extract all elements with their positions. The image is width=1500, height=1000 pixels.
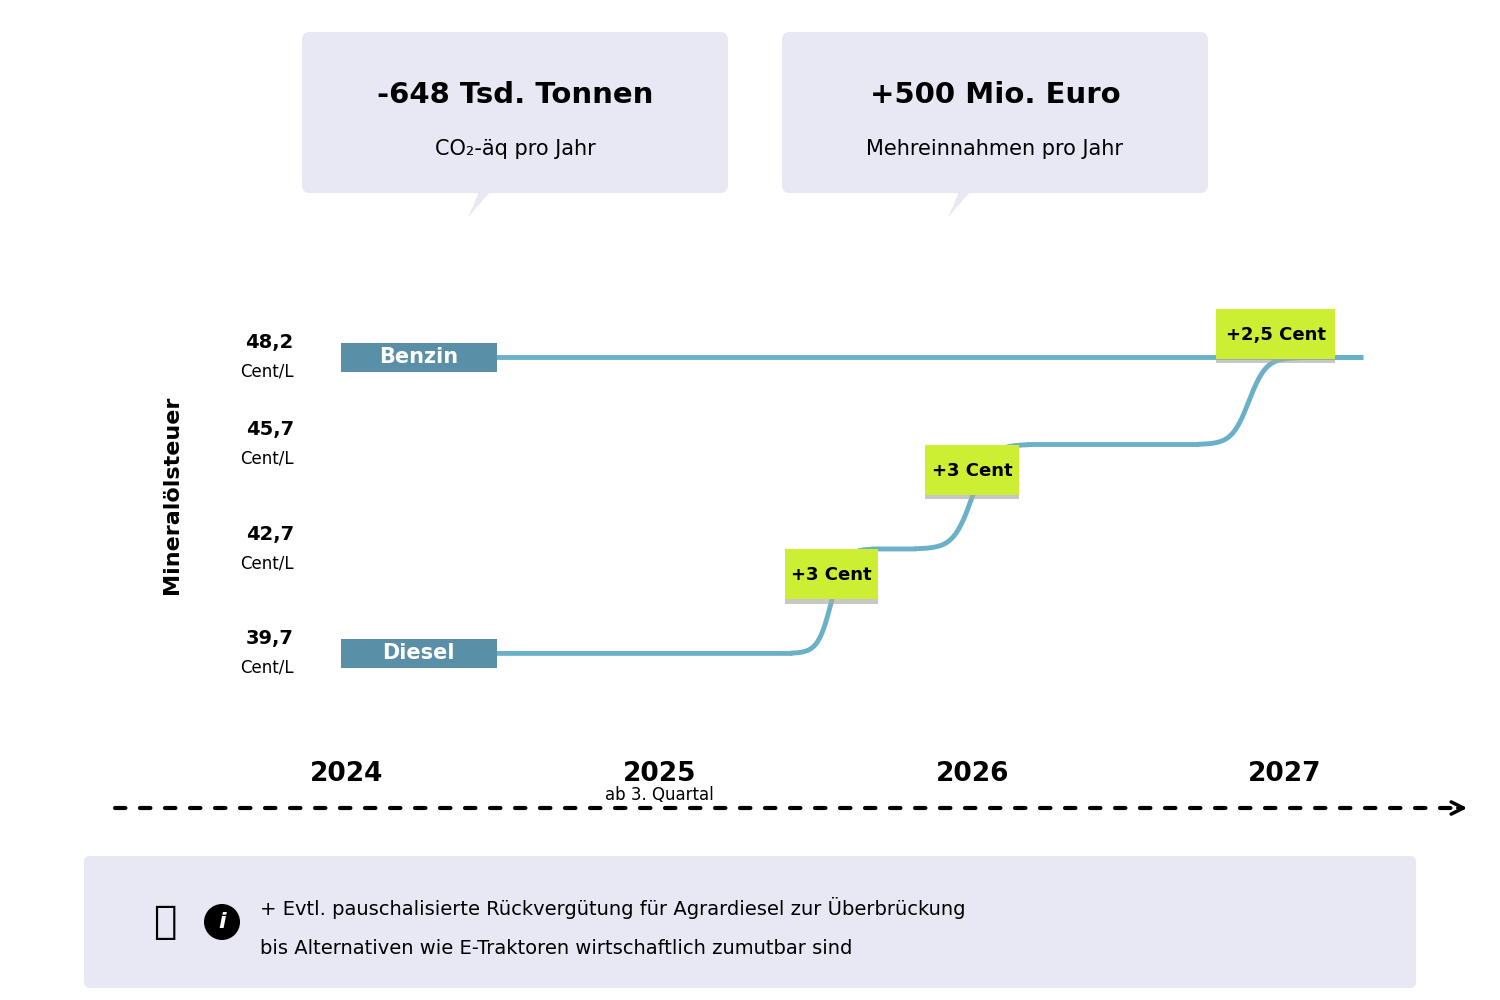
Text: Mineralölsteuer: Mineralölsteuer — [162, 396, 183, 594]
Text: 2027: 2027 — [1248, 761, 1322, 787]
Text: Mehreinnahmen pro Jahr: Mehreinnahmen pro Jahr — [867, 139, 1124, 159]
Text: +2,5 Cent: +2,5 Cent — [1226, 326, 1326, 344]
Text: + Evtl. pauschalisierte Rückvergütung für Agrardiesel zur Überbrückung: + Evtl. pauschalisierte Rückvergütung fü… — [260, 897, 966, 919]
FancyBboxPatch shape — [1216, 357, 1335, 363]
Polygon shape — [468, 185, 496, 217]
Text: 48,2: 48,2 — [246, 333, 294, 352]
FancyBboxPatch shape — [84, 856, 1416, 988]
FancyBboxPatch shape — [340, 639, 496, 668]
Text: Cent/L: Cent/L — [240, 659, 294, 677]
FancyBboxPatch shape — [926, 445, 1019, 495]
FancyBboxPatch shape — [784, 549, 879, 599]
Text: Cent/L: Cent/L — [240, 450, 294, 468]
Text: Diesel: Diesel — [382, 643, 454, 663]
FancyBboxPatch shape — [926, 493, 1019, 499]
Text: 2026: 2026 — [936, 761, 1010, 787]
Text: +3 Cent: +3 Cent — [790, 566, 871, 584]
Text: Cent/L: Cent/L — [240, 363, 294, 381]
Text: 🚜: 🚜 — [153, 903, 177, 941]
Text: -648 Tsd. Tonnen: -648 Tsd. Tonnen — [376, 81, 652, 109]
Polygon shape — [948, 185, 976, 217]
Text: i: i — [217, 912, 226, 932]
Text: 45,7: 45,7 — [246, 420, 294, 439]
FancyBboxPatch shape — [340, 343, 496, 372]
Text: bis Alternativen wie E-Traktoren wirtschaftlich zumutbar sind: bis Alternativen wie E-Traktoren wirtsch… — [260, 939, 852, 958]
Text: Benzin: Benzin — [380, 347, 459, 367]
Text: Cent/L: Cent/L — [240, 554, 294, 572]
Text: +500 Mio. Euro: +500 Mio. Euro — [870, 81, 1120, 109]
Circle shape — [204, 904, 240, 940]
Text: 2025: 2025 — [622, 761, 696, 787]
Text: CO₂-äq pro Jahr: CO₂-äq pro Jahr — [435, 139, 596, 159]
FancyBboxPatch shape — [784, 597, 879, 604]
Text: +3 Cent: +3 Cent — [932, 462, 1013, 480]
Text: ab 3. Quartal: ab 3. Quartal — [604, 786, 714, 804]
FancyBboxPatch shape — [302, 32, 728, 193]
FancyBboxPatch shape — [782, 32, 1208, 193]
Text: 39,7: 39,7 — [246, 629, 294, 648]
Text: 2024: 2024 — [310, 761, 384, 787]
FancyBboxPatch shape — [1216, 309, 1335, 359]
Text: 42,7: 42,7 — [246, 525, 294, 544]
